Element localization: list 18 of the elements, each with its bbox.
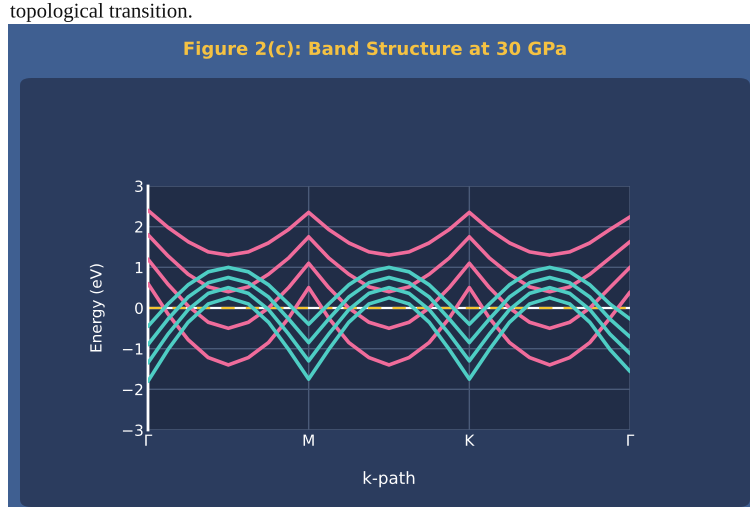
- y-axis-title: Energy (eV): [90, 264, 105, 352]
- x-tick-label: K: [466, 434, 475, 446]
- x-axis-title: k-path: [364, 471, 414, 488]
- x-tick-label: Γ: [627, 434, 634, 446]
- y-tick-label: 1: [136, 262, 142, 274]
- line-series: [148, 296, 630, 384]
- x-tick-label: M: [304, 434, 314, 446]
- text: topological transition.: [10, 3, 192, 22]
- x-tick-label: Γ: [145, 434, 152, 446]
- line-series: [148, 276, 630, 346]
- y-tick-label: 2: [135, 221, 142, 232]
- y-tick-label: −2: [122, 384, 142, 396]
- y-tick-label: −3: [122, 424, 143, 436]
- y-tick-label: 3: [135, 180, 143, 192]
- y-tick-label: −1: [122, 343, 142, 354]
- line-series: [148, 208, 630, 257]
- chart-title: Figure 2(c): Band Structure at 30 GPa: [184, 41, 566, 59]
- y-tick-label: 0: [135, 302, 143, 314]
